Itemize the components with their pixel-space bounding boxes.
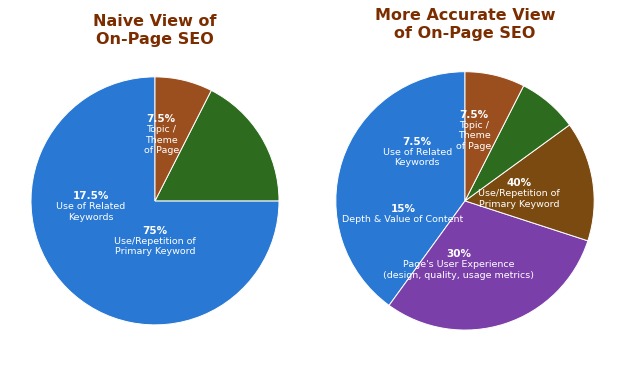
Text: Page's User Experience
(design, quality, usage metrics): Page's User Experience (design, quality,… bbox=[383, 260, 534, 280]
Text: 7.5%: 7.5% bbox=[147, 114, 175, 124]
Text: Use/Repetition of
Primary Keyword: Use/Repetition of Primary Keyword bbox=[479, 189, 560, 209]
Text: 17.5%: 17.5% bbox=[73, 191, 108, 201]
Title: More Accurate View
of On-Page SEO: More Accurate View of On-Page SEO bbox=[374, 8, 556, 41]
Title: Naive View of
On-Page SEO: Naive View of On-Page SEO bbox=[93, 15, 217, 47]
Wedge shape bbox=[155, 90, 279, 201]
Text: Use of Related
Keywords: Use of Related Keywords bbox=[56, 202, 125, 221]
Wedge shape bbox=[389, 201, 588, 330]
Wedge shape bbox=[336, 72, 465, 305]
Text: Use of Related
Keywords: Use of Related Keywords bbox=[383, 148, 452, 167]
Text: Topic /
Theme
of Page: Topic / Theme of Page bbox=[144, 125, 179, 155]
Wedge shape bbox=[465, 125, 594, 241]
Wedge shape bbox=[155, 77, 211, 201]
Text: 75%: 75% bbox=[143, 225, 167, 235]
Wedge shape bbox=[31, 77, 279, 325]
Text: Topic /
Theme
of Page: Topic / Theme of Page bbox=[456, 121, 492, 151]
Text: 15%: 15% bbox=[391, 204, 415, 214]
Text: Use/Repetition of
Primary Keyword: Use/Repetition of Primary Keyword bbox=[114, 237, 196, 256]
Text: 40%: 40% bbox=[507, 178, 532, 188]
Text: 7.5%: 7.5% bbox=[402, 137, 432, 147]
Text: 7.5%: 7.5% bbox=[459, 109, 489, 119]
Wedge shape bbox=[465, 86, 570, 201]
Wedge shape bbox=[465, 72, 524, 201]
Text: Depth & Value of Content: Depth & Value of Content bbox=[342, 215, 464, 224]
Text: 30%: 30% bbox=[446, 249, 471, 259]
